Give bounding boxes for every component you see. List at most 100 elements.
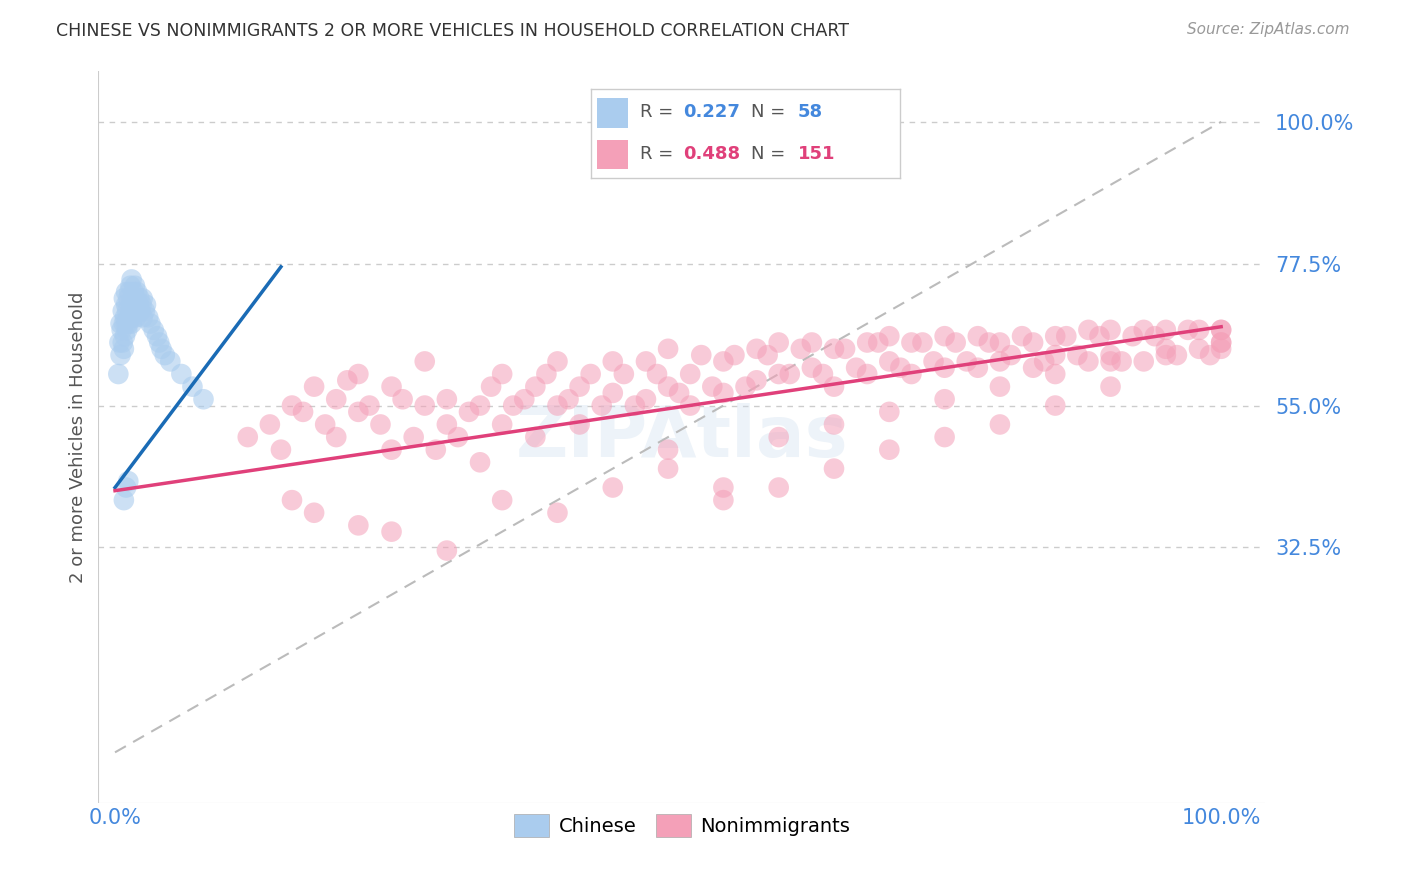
Point xyxy=(768,481,790,495)
Point xyxy=(118,285,141,299)
Point xyxy=(1000,348,1022,362)
Point xyxy=(112,493,135,508)
Point xyxy=(768,430,790,444)
Point xyxy=(546,399,568,413)
Point xyxy=(800,335,823,350)
Point xyxy=(1077,323,1099,337)
Point xyxy=(1211,323,1233,337)
Point xyxy=(1011,329,1033,343)
Point xyxy=(259,417,281,432)
Point xyxy=(856,367,879,381)
Point xyxy=(1099,348,1122,362)
Point xyxy=(1177,323,1199,337)
Point xyxy=(934,392,956,407)
Point xyxy=(127,285,149,299)
Point xyxy=(613,367,636,381)
Point xyxy=(359,399,381,413)
Point xyxy=(118,310,141,325)
Point xyxy=(128,291,150,305)
Point xyxy=(734,379,756,393)
Point xyxy=(723,348,745,362)
Point xyxy=(1099,354,1122,368)
Point xyxy=(491,493,513,508)
Text: CHINESE VS NONIMMIGRANTS 2 OR MORE VEHICLES IN HOUSEHOLD CORRELATION CHART: CHINESE VS NONIMMIGRANTS 2 OR MORE VEHIC… xyxy=(56,22,849,40)
Point xyxy=(491,417,513,432)
Point xyxy=(146,329,169,343)
Point xyxy=(988,354,1011,368)
Point xyxy=(690,348,713,362)
Point xyxy=(425,442,447,457)
Point xyxy=(911,335,934,350)
Point xyxy=(436,392,458,407)
Point xyxy=(131,291,153,305)
Point xyxy=(546,354,568,368)
Point xyxy=(347,405,370,419)
Point xyxy=(922,354,945,368)
Point xyxy=(524,379,547,393)
Point xyxy=(121,291,143,305)
Point xyxy=(125,310,148,325)
Text: 151: 151 xyxy=(797,145,835,163)
Point xyxy=(112,291,135,305)
Point xyxy=(370,417,392,432)
Point xyxy=(602,354,624,368)
Point xyxy=(1033,354,1056,368)
Point xyxy=(302,506,325,520)
Point xyxy=(988,417,1011,432)
Point xyxy=(790,342,813,356)
Point xyxy=(1045,399,1067,413)
Point xyxy=(114,329,136,343)
Point xyxy=(111,335,134,350)
Point xyxy=(713,481,735,495)
Point xyxy=(281,493,304,508)
Point xyxy=(111,304,134,318)
Point xyxy=(1188,323,1211,337)
Point xyxy=(546,506,568,520)
Point xyxy=(657,461,679,475)
Point xyxy=(402,430,425,444)
Point xyxy=(713,386,735,401)
Point xyxy=(1188,342,1211,356)
Point xyxy=(112,342,135,356)
Point xyxy=(988,335,1011,350)
Point xyxy=(679,367,702,381)
Point xyxy=(602,386,624,401)
Point xyxy=(117,317,139,331)
Point xyxy=(768,367,790,381)
Point xyxy=(679,399,702,413)
Point xyxy=(823,379,845,393)
Point xyxy=(115,323,138,337)
Point xyxy=(110,348,132,362)
Point xyxy=(148,335,170,350)
Point xyxy=(292,405,315,419)
Point xyxy=(1022,335,1045,350)
Point xyxy=(436,543,458,558)
Point xyxy=(302,379,325,393)
Point xyxy=(347,518,370,533)
Point xyxy=(115,304,138,318)
Point xyxy=(513,392,536,407)
Point xyxy=(134,304,156,318)
Point xyxy=(391,392,413,407)
Point xyxy=(380,442,402,457)
Point xyxy=(768,335,790,350)
Point xyxy=(1045,329,1067,343)
Point xyxy=(1132,354,1154,368)
Point xyxy=(502,399,524,413)
Text: N =: N = xyxy=(751,103,792,121)
Point xyxy=(524,430,547,444)
Point xyxy=(811,367,834,381)
Point xyxy=(468,455,491,469)
Point xyxy=(380,524,402,539)
Point xyxy=(1132,323,1154,337)
Point xyxy=(868,335,890,350)
Point xyxy=(657,342,679,356)
Text: N =: N = xyxy=(751,145,792,163)
Y-axis label: 2 or more Vehicles in Household: 2 or more Vehicles in Household xyxy=(69,292,87,582)
Text: Source: ZipAtlas.com: Source: ZipAtlas.com xyxy=(1187,22,1350,37)
Point xyxy=(1111,354,1133,368)
Point xyxy=(557,392,579,407)
Point xyxy=(634,392,657,407)
Point xyxy=(657,442,679,457)
Point xyxy=(988,379,1011,393)
